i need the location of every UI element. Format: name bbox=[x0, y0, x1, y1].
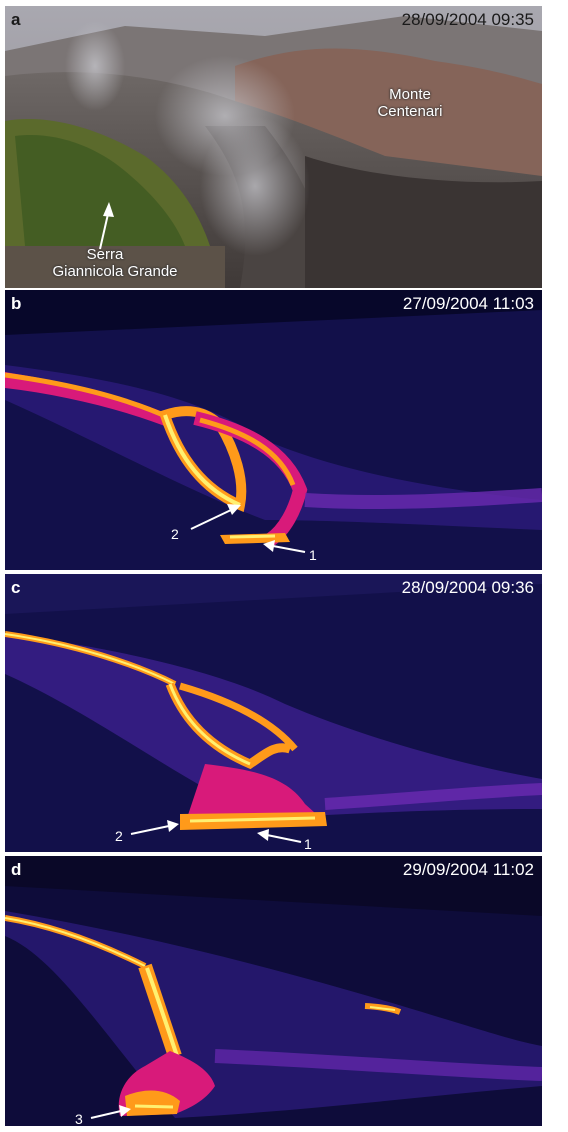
timestamp-d: 29/09/2004 11:02 bbox=[402, 860, 534, 879]
timestamp-a: 28/09/2004 09:35 bbox=[401, 10, 534, 29]
thermal-image-b bbox=[5, 290, 542, 570]
panel-label-d: d bbox=[11, 860, 22, 879]
panel-b-thermal: b 27/09/2004 11:03 2 1 bbox=[5, 290, 542, 570]
arrow-label-3: 3 bbox=[75, 1111, 83, 1126]
volcano-photo bbox=[5, 6, 542, 288]
monte-centenari-label: Monte Centenari bbox=[377, 86, 443, 120]
panel-c-thermal: c 28/09/2004 09:36 2 1 bbox=[5, 574, 542, 852]
arrow-label-1: 1 bbox=[304, 836, 312, 852]
arrow-label-2: 2 bbox=[171, 526, 179, 542]
panel-label-c: c bbox=[11, 578, 21, 597]
panel-label-b: b bbox=[11, 294, 22, 313]
panel-label-a: a bbox=[11, 10, 21, 29]
arrow-label-2: 2 bbox=[115, 828, 123, 844]
timestamp-c: 28/09/2004 09:36 bbox=[401, 578, 534, 597]
serra-label-line2: Giannicola Grande bbox=[52, 263, 178, 280]
timestamp-b: 27/09/2004 11:03 bbox=[402, 294, 534, 313]
thermal-image-d bbox=[5, 856, 542, 1126]
panel-d-thermal: d 29/09/2004 11:02 3 bbox=[5, 856, 542, 1126]
serra-label-line1: Serra bbox=[86, 246, 124, 263]
thermal-image-c bbox=[5, 574, 542, 852]
arrow-label-1: 1 bbox=[309, 547, 317, 563]
panel-a-photo: a 28/09/2004 09:35 Monte Centenari Serra… bbox=[5, 6, 542, 288]
